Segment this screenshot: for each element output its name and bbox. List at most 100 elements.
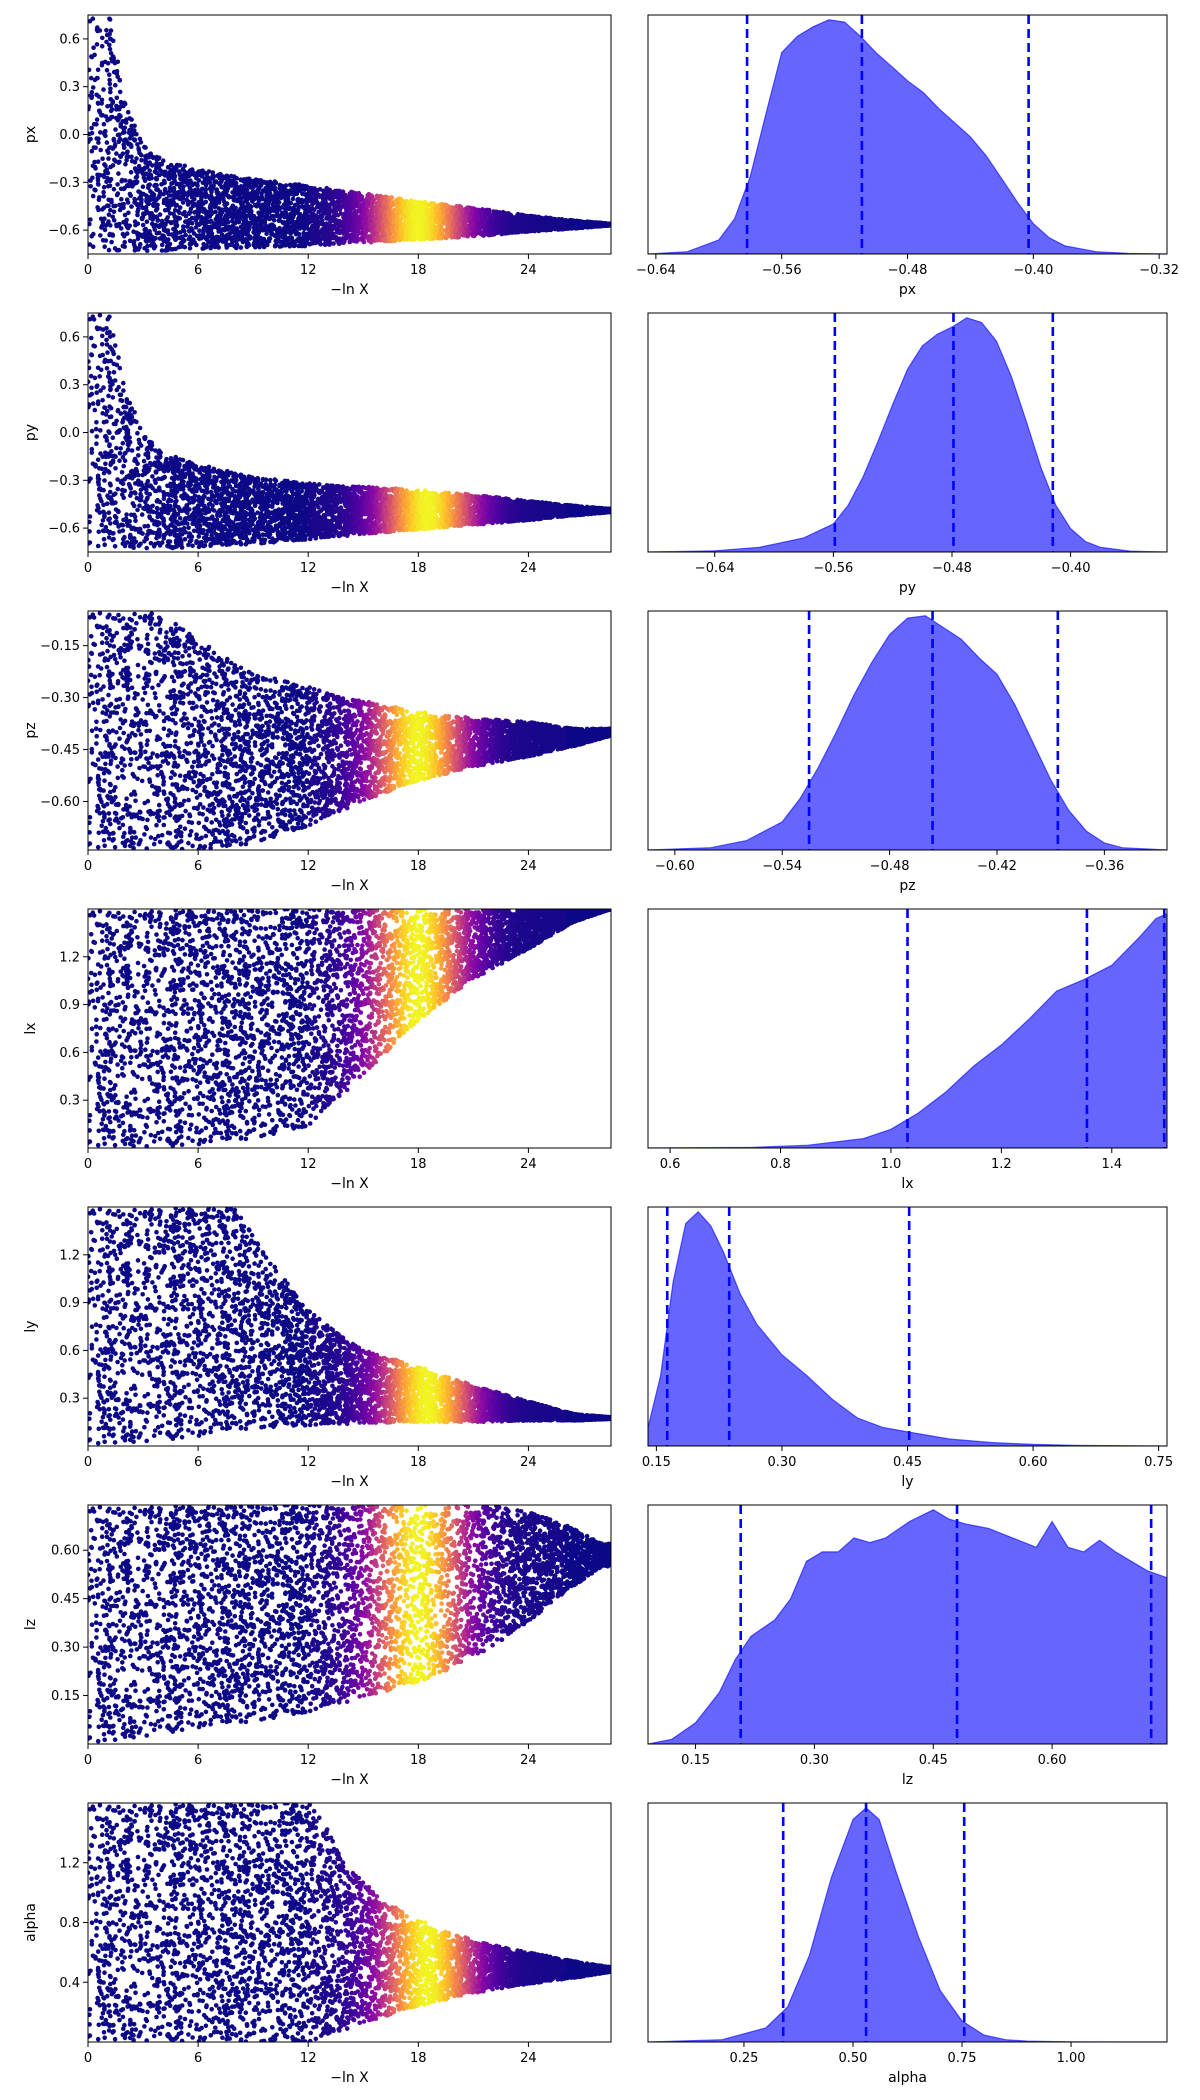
scatter-point — [143, 171, 149, 177]
scatter-point — [223, 181, 229, 187]
scatter-point — [148, 189, 153, 194]
scatter-point — [88, 221, 92, 227]
scatter-point — [295, 197, 301, 203]
scatter-point — [167, 241, 173, 247]
scatter-point — [180, 191, 186, 197]
scatter-point — [159, 218, 165, 224]
scatter-point — [368, 224, 373, 230]
scatter-point — [324, 195, 329, 201]
scatter-point — [124, 197, 130, 202]
scatter-point — [264, 212, 270, 217]
scatter-point — [119, 177, 125, 183]
scatter-point — [91, 231, 96, 237]
scatter-point — [111, 209, 117, 215]
scatter-point — [230, 190, 235, 195]
scatter-point — [139, 216, 145, 222]
scatter-point — [187, 180, 193, 186]
scatter-point — [135, 142, 140, 147]
scatter-point — [505, 213, 511, 218]
scatter-point — [159, 248, 165, 253]
scatter-point — [108, 176, 114, 182]
scatter-point — [106, 197, 111, 203]
scatter-point — [196, 202, 202, 207]
scatter-point — [107, 36, 113, 41]
scatter-point — [254, 232, 260, 237]
scatter-point — [165, 245, 170, 251]
scatter-point — [129, 158, 135, 164]
scatter-point — [550, 225, 555, 230]
scatter-point — [385, 227, 391, 233]
scatter-point — [180, 187, 186, 193]
scatter-point — [209, 198, 215, 204]
scatter-point — [129, 204, 134, 209]
scatter-point — [441, 209, 446, 215]
scatter-point — [228, 230, 234, 236]
scatter-point — [191, 231, 197, 236]
scatter-point — [88, 242, 93, 247]
scatter-point — [171, 176, 177, 182]
scatter-point — [145, 200, 150, 206]
scatter-point — [208, 193, 214, 199]
scatter-point — [148, 151, 153, 156]
scatter-point — [124, 231, 130, 236]
scatter-point — [136, 163, 142, 169]
scatter-point — [301, 239, 307, 244]
scatter-point — [154, 206, 160, 212]
scatter-point — [304, 201, 309, 206]
scatter-point — [126, 154, 131, 159]
scatter-point — [194, 182, 199, 187]
scatter-point — [124, 217, 129, 223]
scatter-point — [114, 107, 119, 112]
scatter-point — [103, 238, 109, 243]
scatter-point — [335, 226, 340, 232]
scatter-point — [112, 142, 118, 147]
scatter-point — [120, 231, 126, 237]
scatter-point — [246, 183, 251, 189]
scatter-point — [104, 39, 109, 45]
scatter-point — [417, 234, 423, 239]
scatter-point — [315, 226, 320, 231]
scatter-point — [226, 208, 232, 213]
scatter-point — [270, 222, 275, 228]
scatter-point — [113, 127, 118, 132]
scatter-point — [117, 89, 123, 95]
scatter-point — [108, 164, 113, 170]
scatter-point — [316, 209, 321, 215]
scatter-point — [88, 139, 91, 144]
scatter-point — [224, 173, 230, 179]
scatter-point — [280, 235, 285, 240]
scatter-point — [205, 226, 211, 231]
scatter-point — [118, 99, 124, 105]
scatter-point — [123, 162, 128, 167]
scatter-point — [171, 168, 176, 173]
scatter-point — [258, 214, 264, 219]
scatter-point — [213, 202, 218, 208]
scatter-point — [294, 224, 300, 230]
scatter-point — [133, 175, 139, 180]
scatter-point — [308, 241, 314, 246]
scatter-point — [220, 207, 226, 213]
scatter-point — [380, 206, 385, 211]
scatter-point — [344, 219, 350, 225]
scatter-point — [91, 145, 97, 150]
scatter-point — [456, 221, 462, 227]
scatter-point — [89, 93, 95, 99]
scatter-point — [296, 220, 302, 225]
scatter-point — [140, 184, 146, 189]
scatter-point — [186, 173, 192, 178]
scatter-point — [94, 117, 100, 122]
scatter-point — [340, 189, 346, 194]
scatter-point — [108, 103, 114, 108]
scatter-point — [104, 28, 109, 33]
scatter-point — [211, 224, 216, 230]
scatter-point — [108, 223, 113, 228]
scatter-point — [222, 221, 227, 227]
scatter-point — [260, 202, 265, 208]
scatter-point — [165, 202, 170, 208]
scatter-point — [261, 179, 266, 185]
scatter-point — [348, 233, 354, 238]
scatter-point — [111, 138, 117, 143]
scatter-point — [177, 210, 182, 215]
scatter-point — [264, 194, 270, 200]
